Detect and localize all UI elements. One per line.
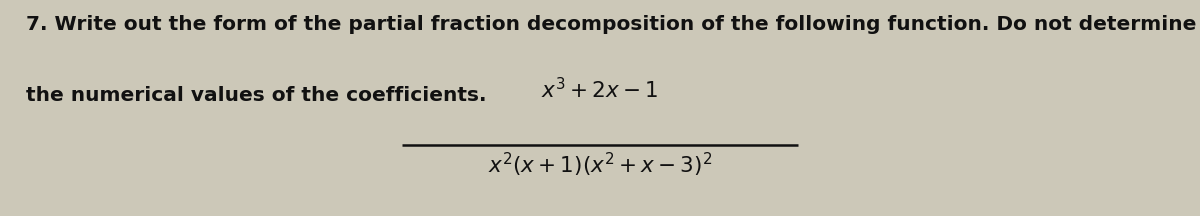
Text: $x^3 + 2x - 1$: $x^3 + 2x - 1$ [541,78,659,104]
Text: $x^2(x + 1)(x^2 + x - 3)^2$: $x^2(x + 1)(x^2 + x - 3)^2$ [488,151,712,179]
Text: the numerical values of the coefficients.: the numerical values of the coefficients… [26,86,487,105]
Text: 7. Write out the form of the partial fraction decomposition of the following fun: 7. Write out the form of the partial fra… [26,15,1196,34]
